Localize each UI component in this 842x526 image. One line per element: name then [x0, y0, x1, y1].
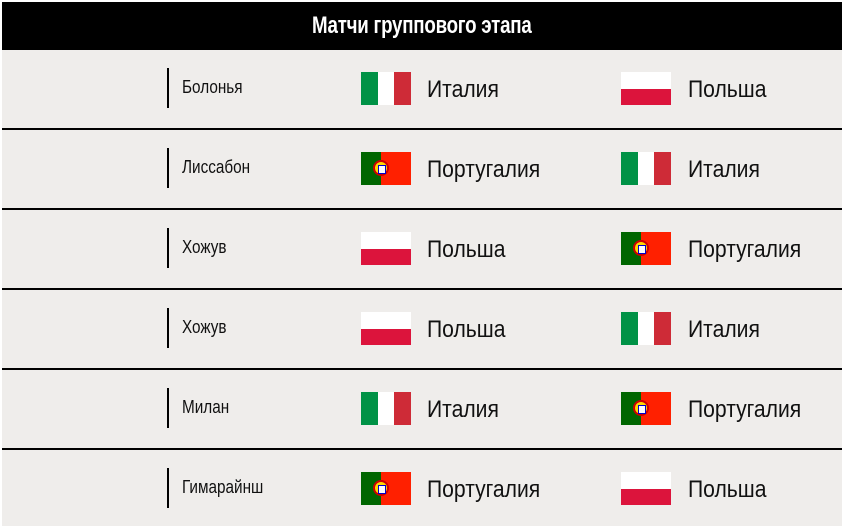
poland-flag-icon	[361, 312, 411, 345]
match-row: Милан Италия Португалия	[2, 370, 842, 450]
page-title: Матчи группового этапа	[312, 12, 532, 39]
poland-flag-icon	[361, 232, 411, 265]
away-team: Португалия	[688, 396, 802, 423]
match-city: Лиссабон	[182, 157, 251, 177]
home-team: Португалия	[427, 156, 541, 183]
divider-bar	[167, 148, 169, 188]
home-team: Италия	[427, 396, 499, 423]
italy-flag-icon	[621, 152, 671, 185]
match-city: Хожув	[182, 237, 227, 257]
portugal-flag-icon	[621, 232, 671, 265]
match-row: Хожув Польша Португалия	[2, 210, 842, 290]
away-team: Польша	[688, 76, 767, 103]
home-team: Италия	[427, 76, 499, 103]
match-row: Хожув Польша Италия	[2, 290, 842, 370]
away-team: Италия	[688, 316, 760, 343]
divider-bar	[167, 228, 169, 268]
italy-flag-icon	[361, 392, 411, 425]
table-header: Матчи группового этапа	[2, 2, 842, 50]
divider-bar	[167, 68, 169, 108]
divider-bar	[167, 388, 169, 428]
portugal-flag-icon	[361, 472, 411, 505]
match-city: Болонья	[182, 77, 243, 97]
match-row: Гимарайнш Португалия Польша	[2, 450, 842, 526]
italy-flag-icon	[361, 72, 411, 105]
portugal-flag-icon	[621, 392, 671, 425]
divider-bar	[167, 468, 169, 508]
portugal-flag-icon	[361, 152, 411, 185]
home-team: Португалия	[427, 476, 541, 503]
poland-flag-icon	[621, 72, 671, 105]
divider-bar	[167, 308, 169, 348]
home-team: Польша	[427, 316, 506, 343]
match-city: Гимарайнш	[182, 477, 264, 497]
away-team: Польша	[688, 476, 767, 503]
match-city: Хожув	[182, 317, 227, 337]
match-city: Милан	[182, 397, 230, 417]
home-team: Польша	[427, 236, 506, 263]
match-row: Лиссабон Португалия Италия	[2, 130, 842, 210]
poland-flag-icon	[621, 472, 671, 505]
matches-list: Болонья Италия Польша Лиссабон Португали…	[2, 50, 842, 526]
italy-flag-icon	[621, 312, 671, 345]
match-row: Болонья Италия Польша	[2, 50, 842, 130]
away-team: Италия	[688, 156, 760, 183]
away-team: Португалия	[688, 236, 802, 263]
